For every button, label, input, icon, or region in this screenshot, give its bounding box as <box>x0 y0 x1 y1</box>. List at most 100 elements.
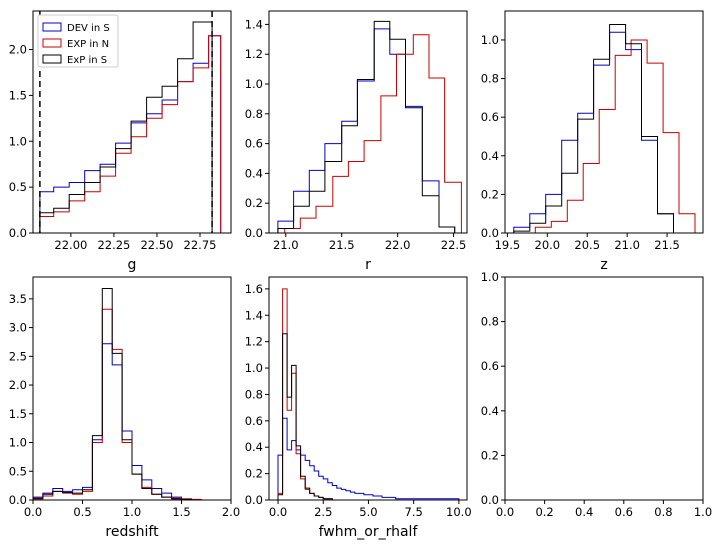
x-tick-label: 21.5 <box>654 238 680 252</box>
y-tick-label: 0.6 <box>481 110 499 124</box>
legend: DEV in S EXP in N ExP in S <box>37 14 119 68</box>
histogram-series-r-1 <box>284 34 462 233</box>
legend-label: ExP in S <box>67 55 107 66</box>
y-tick-label: 0.8 <box>245 107 263 121</box>
plot-area <box>39 11 222 233</box>
legend-box <box>37 14 119 68</box>
y-tick-label: 0.8 <box>481 315 499 329</box>
x-tick-label: 0.0 <box>496 505 514 519</box>
y-tick-label: 0.4 <box>245 166 263 180</box>
x-tick-label: 1.0 <box>123 505 141 519</box>
histogram-series-r-0 <box>277 28 456 233</box>
histogram-series-fwhm_or_rhalf-2 <box>277 333 337 500</box>
y-tick-label: 1.0 <box>481 33 499 47</box>
x-tick-label: 20.5 <box>574 238 600 252</box>
y-tick-label: 2.5 <box>9 349 27 363</box>
y-tick-label: 1.0 <box>245 77 263 91</box>
y-tick-label: 0.4 <box>245 440 263 454</box>
x-tick-label: 22.75 <box>184 238 217 252</box>
y-tick-label: 2.0 <box>9 378 27 392</box>
x-tick-label: 2.5 <box>314 505 332 519</box>
legend-label: DEV in S <box>67 23 110 34</box>
histogram-series-redshift-2 <box>33 288 192 500</box>
subplot-z: 19.5 20.0 20.5 21.0 21.5 0.0 0.2 0.4 0.6 0.8 1.0 z <box>481 10 704 273</box>
axes-frame <box>504 10 704 234</box>
y-tick-label: 1.0 <box>9 134 27 148</box>
x-tick-label: 0.6 <box>615 505 633 519</box>
subplot-empty: 0.0 0.2 0.4 0.6 0.8 1.0 0.0 0.2 0.4 0.6 0.8 1.0 <box>481 270 712 519</box>
plot-area <box>33 288 202 500</box>
y-tick-label: 1.0 <box>9 436 27 450</box>
y-tick-label: 0.0 <box>245 493 263 507</box>
y-tick-label: 1.5 <box>9 88 27 102</box>
y-tick-label: 0.8 <box>245 387 263 401</box>
y-tick-label: 0.4 <box>481 404 499 418</box>
y-tick-label: 1.6 <box>245 282 263 296</box>
axes-frame <box>32 10 232 234</box>
y-tick-label: 1.0 <box>245 361 263 375</box>
plot-area <box>277 288 460 500</box>
x-tick-label: 20.0 <box>535 238 561 252</box>
legend-swatch <box>42 38 62 48</box>
x-tick-label: 2.0 <box>222 505 240 519</box>
y-tick-label: 1.0 <box>481 270 499 284</box>
y-tick-label: 0.6 <box>245 137 263 151</box>
y-tick-label: 0.0 <box>9 493 27 507</box>
y-tick-label: 0.0 <box>481 226 499 240</box>
x-tick-label: 0.4 <box>575 505 593 519</box>
x-tick-label: 21.0 <box>614 238 640 252</box>
subplot-fwhm_or_rhalf: 0.0 2.5 5.0 7.5 10.0 0.0 0.2 0.4 0.6 0.8 1.0 1.2 1.4… <box>245 276 472 540</box>
x-tick-label: 5.0 <box>359 505 377 519</box>
x-tick-label: 1.5 <box>172 505 190 519</box>
y-tick-label: 0.0 <box>481 493 499 507</box>
x-axis-label: redshift <box>105 524 159 540</box>
histogram-series-redshift-0 <box>33 343 192 500</box>
y-tick-label: 0.0 <box>9 226 27 240</box>
x-axis-label: r <box>365 257 371 273</box>
x-tick-label: 21.0 <box>273 238 299 252</box>
histogram-series-z-1 <box>519 39 696 233</box>
legend-swatch <box>42 22 62 32</box>
y-tick-label: 0.2 <box>481 448 499 462</box>
subplot-redshift: 0.0 0.5 1.0 1.5 2.0 0.0 0.5 1.0 1.5 2.0 2.5 3.0 3.5 r… <box>9 276 240 540</box>
y-tick-label: 0.4 <box>481 149 499 163</box>
x-tick-label: 0.5 <box>73 505 91 519</box>
y-tick-label: 1.2 <box>245 335 263 349</box>
subplot-r: 21.0 21.5 22.0 22.5 0.0 0.2 0.4 0.6 0.8 1.0 1.2 1.4… <box>245 10 468 273</box>
x-tick-label: 0.0 <box>24 505 42 519</box>
x-tick-label: 0.8 <box>654 505 672 519</box>
x-axis-label: g <box>128 257 137 273</box>
y-tick-label: 0.6 <box>245 414 263 428</box>
x-tick-label: 21.5 <box>329 238 355 252</box>
y-tick-label: 0.2 <box>245 467 263 481</box>
y-tick-label: 0.8 <box>481 72 499 86</box>
y-tick-label: 0.6 <box>481 359 499 373</box>
y-tick-label: 2.0 <box>9 43 27 57</box>
histogram-series-r-2 <box>277 20 456 233</box>
y-tick-label: 1.4 <box>245 308 263 322</box>
y-tick-label: 0.5 <box>9 180 27 194</box>
legend-swatch <box>42 54 62 64</box>
x-tick-label: 0.0 <box>269 505 287 519</box>
y-tick-label: 0.5 <box>9 464 27 478</box>
plot-area <box>513 24 696 233</box>
y-tick-label: 0.2 <box>481 187 499 201</box>
x-tick-label: 19.5 <box>495 238 521 252</box>
x-axis-label: fwhm_or_rhalf <box>319 524 419 540</box>
x-tick-label: 22.00 <box>54 238 87 252</box>
x-tick-label: 22.50 <box>140 238 173 252</box>
histogram-series-g-2 <box>39 21 213 233</box>
y-tick-label: 1.2 <box>245 47 263 61</box>
x-tick-label: 22.0 <box>385 238 411 252</box>
plot-area <box>277 20 462 233</box>
y-tick-label: 1.4 <box>245 17 263 31</box>
x-tick-label: 0.2 <box>535 505 553 519</box>
x-axis-label: z <box>600 257 607 273</box>
axes-frame <box>504 276 704 501</box>
histogram-series-z-2 <box>513 24 690 233</box>
subplot-grid: 22.00 22.25 22.50 22.75 0.0 0.5 1.0 1.5 2.0 g DEV … <box>9 10 712 540</box>
x-tick-label: 1.0 <box>694 505 712 519</box>
x-tick-label: 22.5 <box>441 238 467 252</box>
